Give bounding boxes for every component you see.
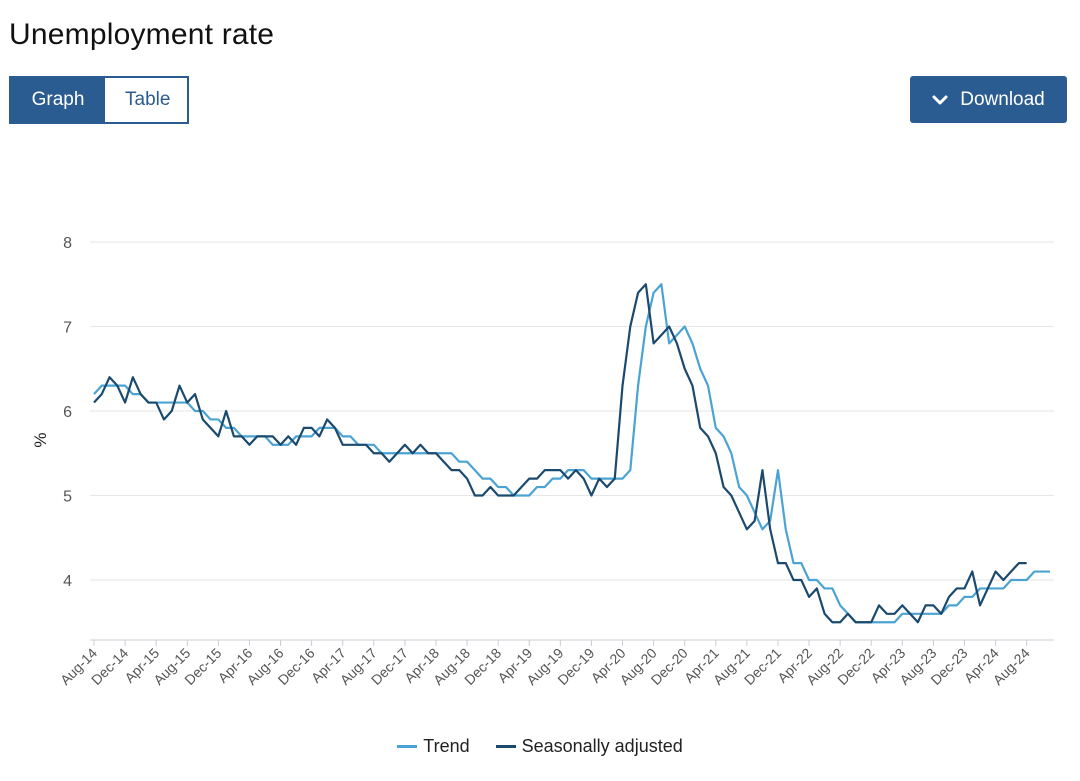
page-title: Unemployment rate xyxy=(9,18,275,51)
tab-table[interactable]: Table xyxy=(105,78,187,122)
y-tick-label-7: 7 xyxy=(63,320,72,337)
legend-label-trend: Trend xyxy=(423,736,470,756)
series-line-trend xyxy=(93,283,1050,624)
y-tick-label-4: 4 xyxy=(63,573,72,590)
series-line-seasonally-adjusted xyxy=(93,283,1027,624)
legend-swatch-trend xyxy=(397,745,418,748)
legend-item-seasonally-adjusted[interactable]: Seasonally adjusted xyxy=(495,736,683,757)
chart-legend: Trend Seasonally adjusted xyxy=(0,736,1080,757)
tab-graph[interactable]: Graph xyxy=(11,78,105,122)
legend-item-trend[interactable]: Trend xyxy=(397,736,470,757)
view-toggle: Graph Table xyxy=(9,76,189,124)
chevron-down-icon xyxy=(932,95,948,104)
y-tick-label-5: 5 xyxy=(63,489,72,506)
download-button[interactable]: Download xyxy=(910,76,1067,123)
y-tick-label-6: 6 xyxy=(63,404,72,421)
download-label: Download xyxy=(960,88,1045,110)
legend-label-seasonally-adjusted: Seasonally adjusted xyxy=(521,736,683,756)
legend-swatch-seasonally-adjusted xyxy=(495,745,516,748)
y-tick-label-8: 8 xyxy=(63,235,72,252)
y-axis-title: % xyxy=(31,432,50,447)
